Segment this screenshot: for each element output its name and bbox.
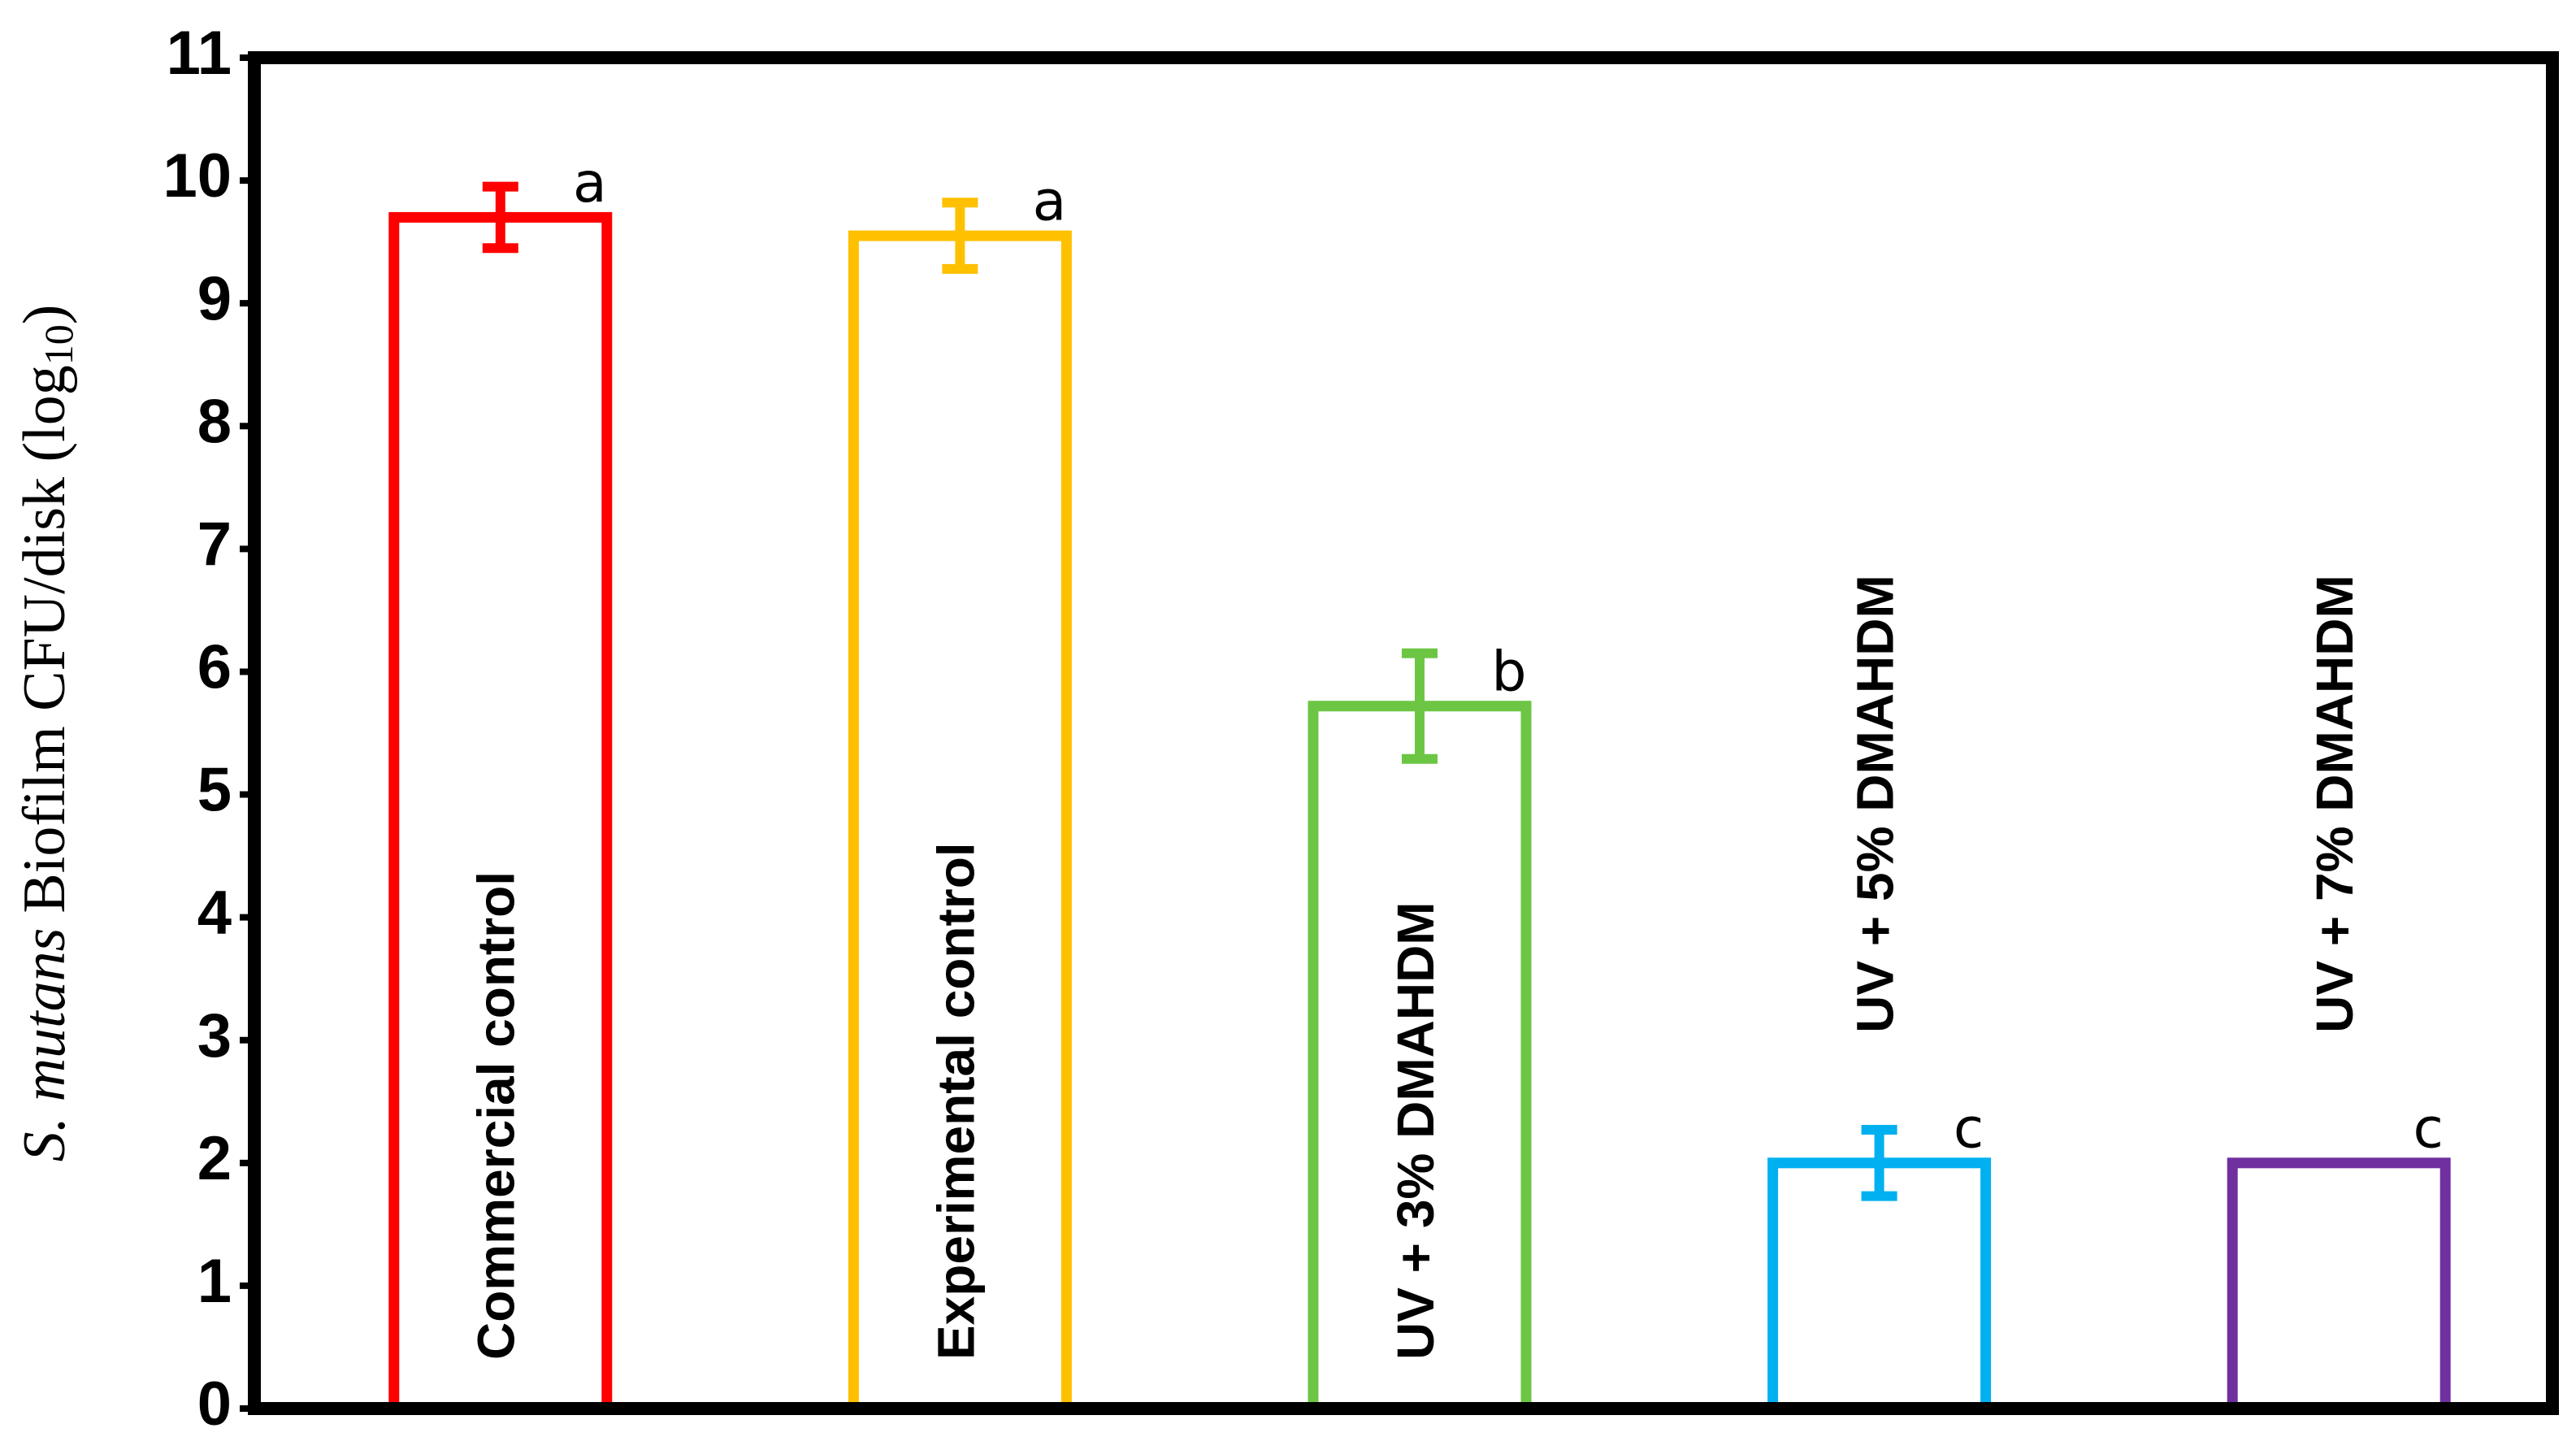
annotation: c	[2413, 1096, 2444, 1161]
y-tick-label: 11	[167, 19, 232, 88]
y-tick-label: 6	[197, 633, 232, 702]
y-label-part: Biofilm CFU/disk (log	[11, 365, 78, 913]
category-label: Experimental control	[926, 842, 985, 1360]
y-tick-label: 9	[197, 264, 232, 333]
y-label-part: S. mutans	[11, 928, 78, 1162]
category-label: UV + 5% DMAHDM	[1846, 575, 1905, 1033]
bar	[2227, 1157, 2451, 1414]
category-label: Commercial control	[467, 871, 526, 1360]
annotation: a	[573, 151, 607, 215]
y-axis-label: S. mutans Biofilm CFU/disk (log10)	[11, 305, 81, 1162]
y-tick-label: 4	[197, 879, 232, 948]
category-label: UV + 7% DMAHDM	[2305, 575, 2364, 1033]
y-tick-label: 10	[163, 141, 232, 211]
y-tick-label: 3	[197, 1001, 232, 1070]
annotation: c	[1954, 1096, 1984, 1161]
y-tick-label: 5	[197, 756, 232, 825]
annotation: a	[1033, 170, 1067, 234]
category-label: UV + 3% DMAHDM	[1386, 901, 1445, 1360]
y-tick-label: 8	[197, 387, 232, 456]
annotation: b	[1491, 640, 1526, 704]
y-tick-label: 1	[197, 1247, 232, 1316]
y-tick-label: 0	[197, 1370, 232, 1439]
y-label-part: 10	[36, 324, 81, 365]
y-tick-label: 2	[197, 1124, 232, 1193]
plot-frame	[248, 51, 2559, 1415]
y-label-part: )	[11, 305, 78, 325]
y-tick-label: 7	[197, 510, 232, 579]
